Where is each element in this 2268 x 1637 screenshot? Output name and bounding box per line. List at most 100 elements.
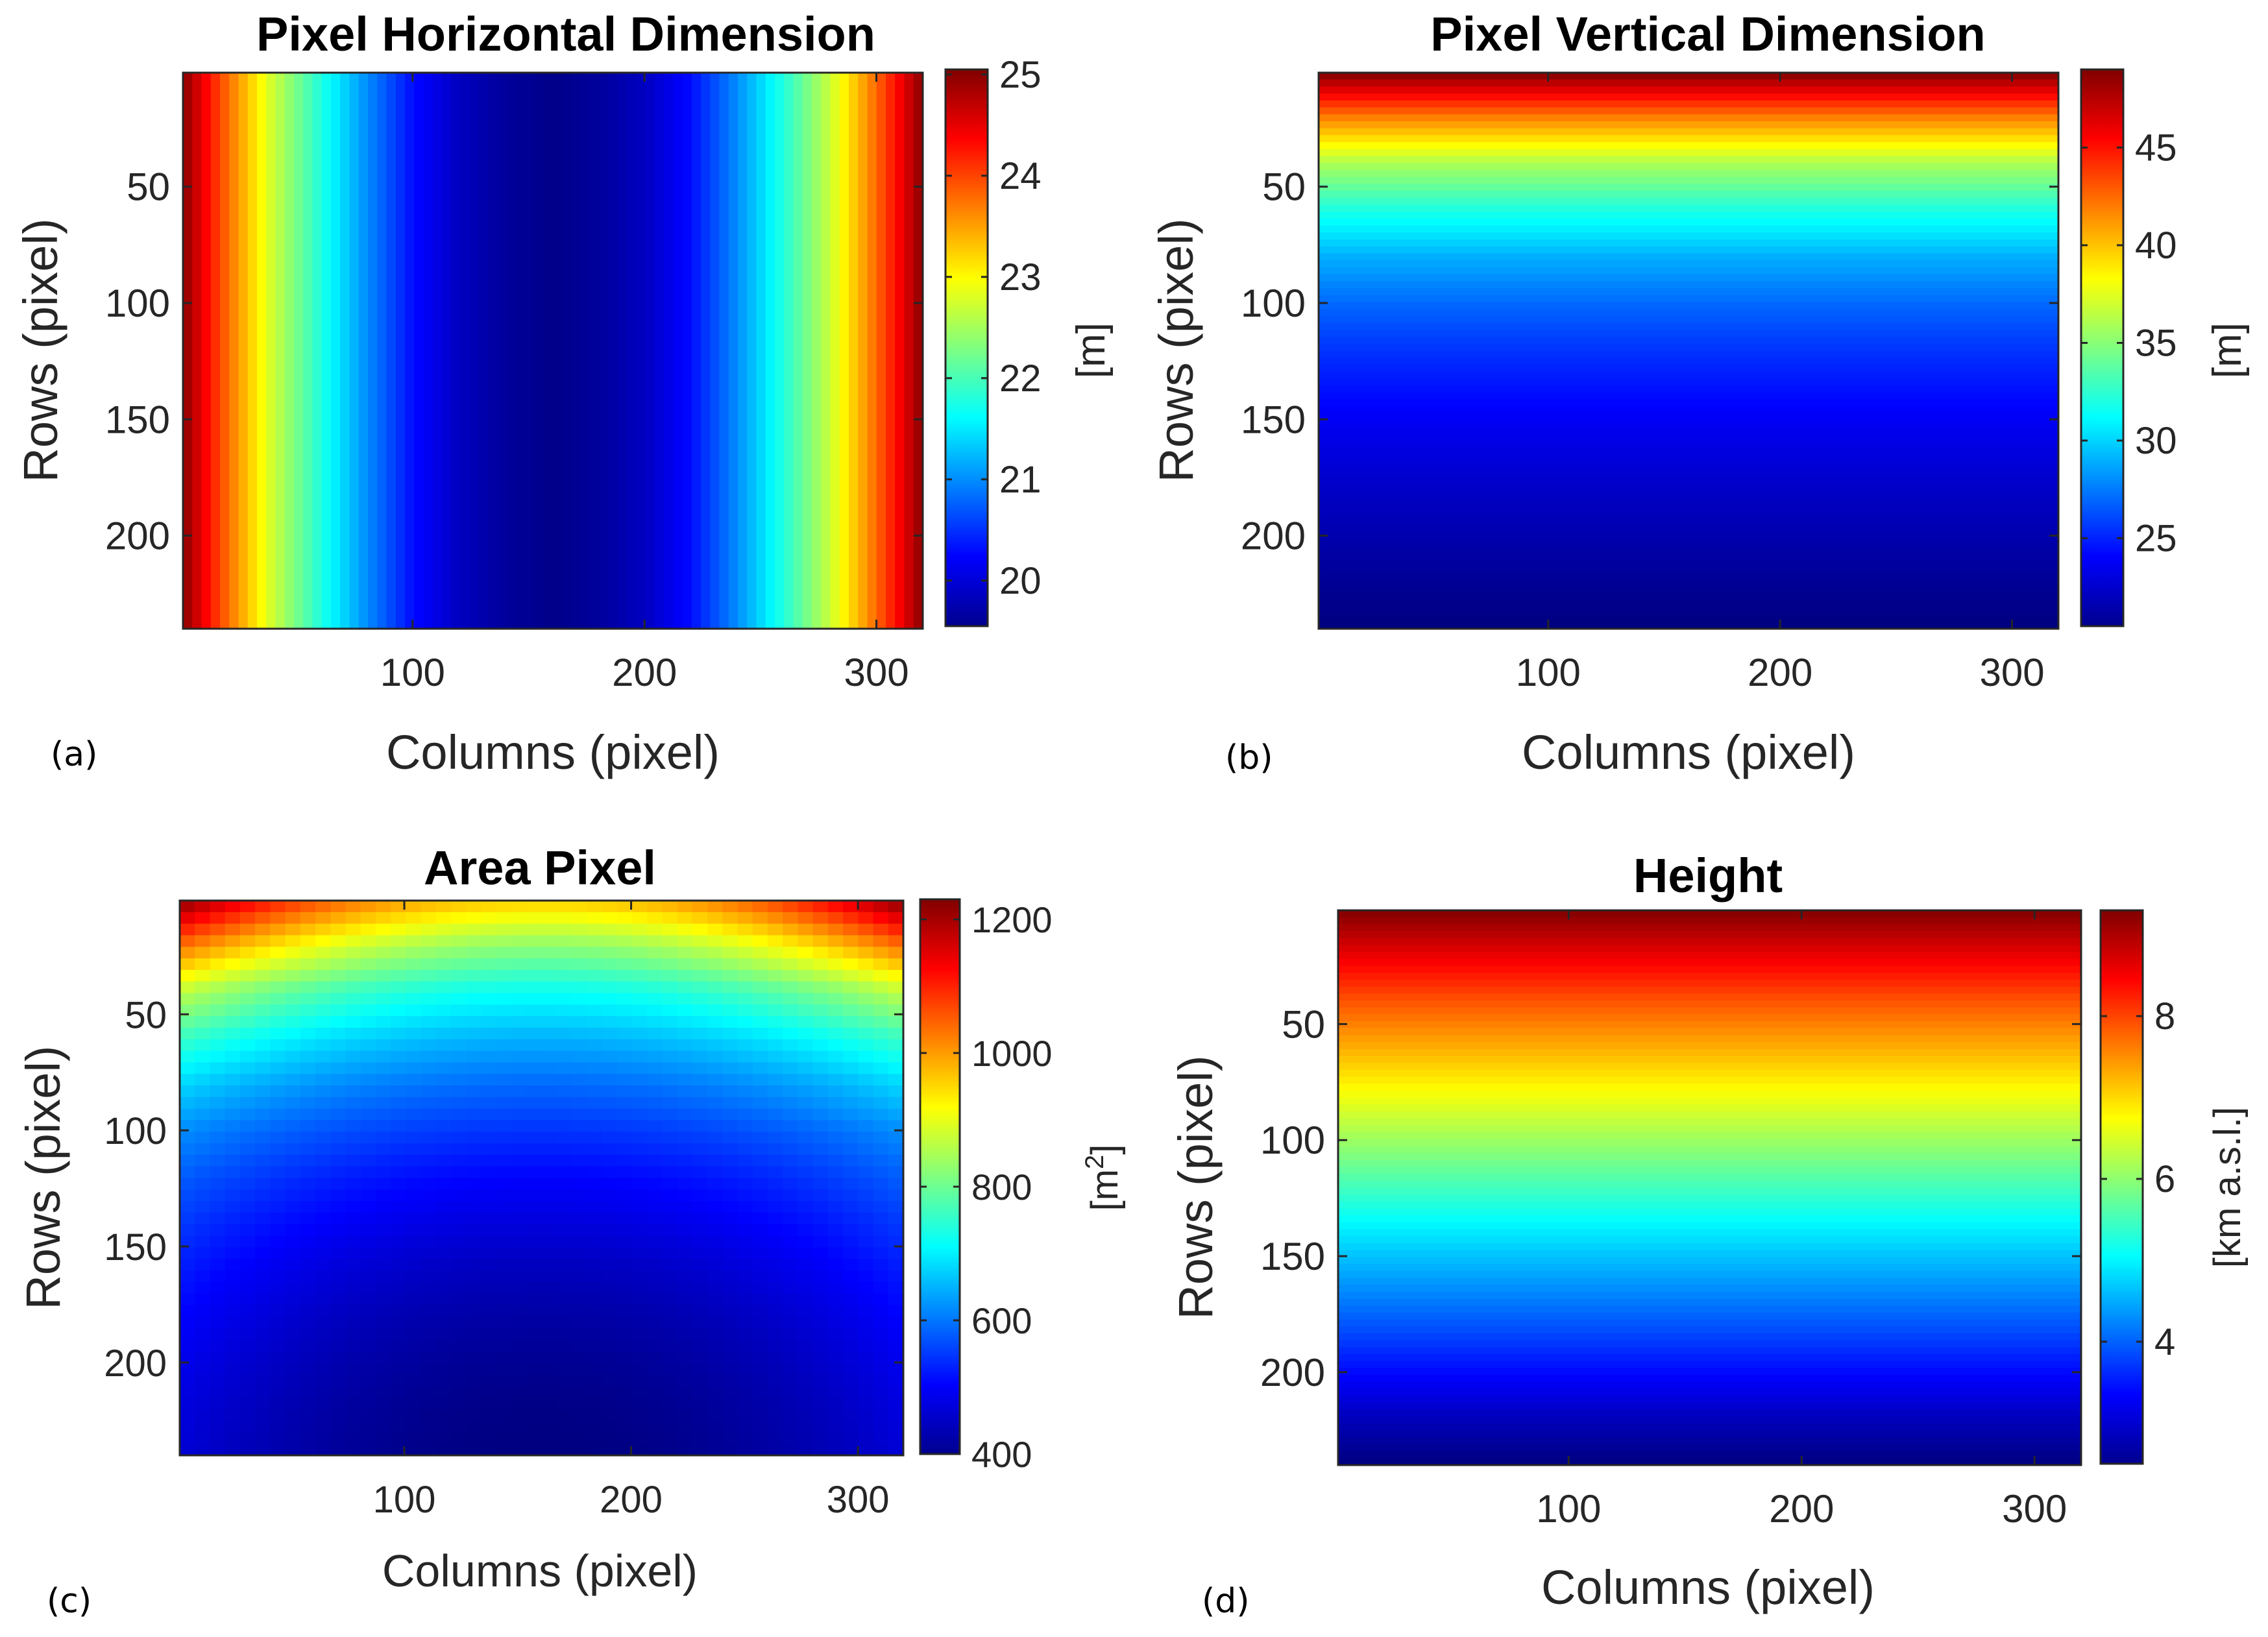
heat-cell xyxy=(1319,601,2058,609)
y-tick-label: 50 xyxy=(1262,165,1306,209)
heat-cell xyxy=(827,947,844,960)
heat-cell xyxy=(391,1027,407,1040)
heat-cell xyxy=(647,1189,663,1202)
heat-cell xyxy=(617,73,628,629)
heat-cell xyxy=(496,1097,513,1110)
heat-cell xyxy=(1319,517,2058,526)
heat-cell xyxy=(285,1259,301,1271)
heat-cell xyxy=(783,1004,799,1017)
heat-cell xyxy=(300,1085,317,1098)
heat-cell xyxy=(783,1409,799,1422)
heat-cell xyxy=(481,1432,497,1445)
heat-cell xyxy=(270,935,286,948)
heat-cell xyxy=(345,1004,361,1017)
heat-cell xyxy=(451,912,467,925)
heat-cell xyxy=(858,1305,874,1318)
heat-cell xyxy=(315,1178,332,1191)
heat-cell xyxy=(270,1154,286,1167)
heat-cell xyxy=(406,1397,422,1410)
heat-cell xyxy=(587,1097,603,1110)
heat-cell xyxy=(210,1351,226,1364)
heat-cell xyxy=(722,1305,738,1318)
heat-cell xyxy=(556,1270,572,1283)
heat-cell xyxy=(345,923,361,936)
heat-cell xyxy=(391,1166,407,1179)
heat-cell xyxy=(737,958,753,971)
heat-cell xyxy=(662,1189,678,1202)
heat-cell xyxy=(812,1247,829,1260)
heat-cell xyxy=(195,1351,211,1364)
heat-cell xyxy=(1319,281,2058,289)
heat-cell xyxy=(330,1247,347,1260)
heat-cell xyxy=(602,1397,618,1410)
heat-cell xyxy=(827,1270,844,1283)
heat-cell xyxy=(210,1432,226,1445)
heat-cell xyxy=(375,1027,392,1040)
heat-cell xyxy=(451,1062,467,1075)
heat-cell xyxy=(692,981,709,994)
heat-cell xyxy=(827,1363,844,1376)
heat-cell xyxy=(571,993,588,1006)
heat-cell xyxy=(466,969,482,982)
heat-cell xyxy=(812,1178,829,1191)
heat-cell xyxy=(843,1189,859,1202)
heat-cell xyxy=(345,1409,361,1422)
heat-cell xyxy=(360,1178,376,1191)
heat-cell xyxy=(1338,1416,2081,1424)
heat-cell xyxy=(873,1004,889,1017)
heat-cell xyxy=(556,969,572,982)
heat-cell xyxy=(526,1351,543,1364)
heat-cell xyxy=(210,935,226,948)
heat-cell xyxy=(1338,1270,2081,1279)
heat-cell xyxy=(526,1374,543,1387)
heat-cell xyxy=(511,1432,528,1445)
heat-cell xyxy=(496,1143,513,1156)
heat-cell xyxy=(752,1201,768,1213)
heat-cell xyxy=(285,981,301,994)
heat-cell xyxy=(360,1281,376,1294)
heat-cell xyxy=(631,1316,648,1329)
heat-cell xyxy=(300,1247,317,1260)
heat-cell xyxy=(435,1316,452,1329)
heat-cell xyxy=(541,1166,557,1179)
heat-cell xyxy=(692,1189,709,1202)
heat-cell xyxy=(255,1420,271,1433)
heat-cell xyxy=(360,1247,376,1260)
heat-cell xyxy=(315,1259,332,1271)
y-tick-label: 50 xyxy=(125,994,167,1036)
heat-cell xyxy=(451,1201,467,1213)
heat-cell xyxy=(315,901,332,913)
heat-cell xyxy=(827,1259,844,1271)
heat-cell xyxy=(496,1016,513,1028)
heat-cell xyxy=(722,1363,738,1376)
heat-cell xyxy=(1338,1361,2081,1369)
heat-cell xyxy=(195,1281,211,1294)
heat-cell xyxy=(602,1270,618,1283)
heat-cell xyxy=(406,958,422,971)
heat-cell xyxy=(391,1420,407,1433)
panel-d-colorbar-label: [km a.s.l.] xyxy=(2206,1107,2249,1268)
heat-cell xyxy=(180,1363,196,1376)
heat-cell xyxy=(571,1420,588,1433)
heat-cell xyxy=(616,1201,633,1213)
heat-cell xyxy=(812,73,822,629)
heat-cell xyxy=(616,1097,633,1110)
heat-cell xyxy=(888,1132,904,1145)
heat-cell xyxy=(285,1235,301,1248)
heat-cell xyxy=(285,923,301,936)
heat-cell xyxy=(451,1027,467,1040)
heat-cell xyxy=(571,1108,588,1121)
heat-cell xyxy=(631,1374,648,1387)
heat-cell xyxy=(330,981,347,994)
heat-cell xyxy=(225,1409,241,1422)
heat-cell xyxy=(677,969,693,982)
heat-cell xyxy=(858,1432,874,1445)
x-tick-label: 100 xyxy=(1516,651,1581,694)
heat-cell xyxy=(330,958,347,971)
heat-cell xyxy=(360,1027,376,1040)
heat-cell xyxy=(722,969,738,982)
heat-cell xyxy=(587,993,603,1006)
heat-cell xyxy=(285,1050,301,1063)
heat-cell xyxy=(406,1039,422,1052)
